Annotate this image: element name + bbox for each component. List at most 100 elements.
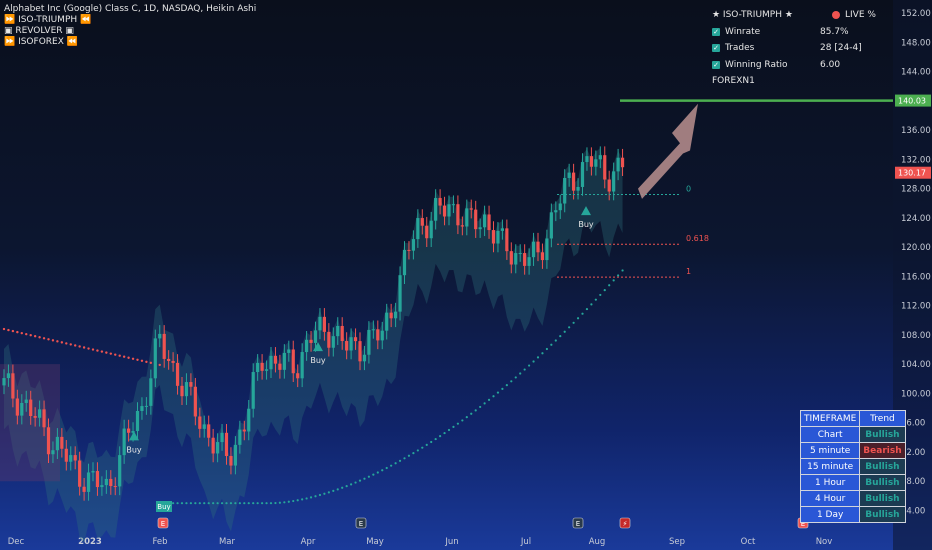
candle-body bbox=[607, 179, 611, 192]
buy-box bbox=[156, 501, 172, 512]
support-dot bbox=[327, 491, 330, 494]
candle-body bbox=[353, 337, 358, 342]
candle-body bbox=[451, 204, 456, 206]
event-marker-icon bbox=[572, 517, 584, 529]
candle-body bbox=[131, 431, 135, 433]
support-dot bbox=[492, 395, 495, 398]
candle-body bbox=[282, 352, 286, 370]
support-dot bbox=[621, 269, 624, 272]
candle-body bbox=[180, 385, 184, 397]
support-dot bbox=[617, 274, 620, 277]
support-dot bbox=[301, 498, 304, 501]
candle-body bbox=[291, 349, 295, 374]
candle-body bbox=[585, 156, 589, 163]
candle-body bbox=[336, 325, 340, 337]
x-tick-label: Feb bbox=[152, 537, 167, 547]
y-tick-label: 116.00 bbox=[901, 272, 931, 282]
candle-body bbox=[78, 460, 82, 487]
resistance-dot bbox=[25, 332, 28, 336]
indicator-revolver[interactable]: ▣ REVOLVER ▣ bbox=[4, 26, 74, 36]
indicator-isoforex[interactable]: ⏩ ISOFOREX ⏪ bbox=[4, 37, 78, 47]
resistance-dot bbox=[56, 340, 59, 343]
support-dot bbox=[176, 502, 179, 505]
buy-triangle-icon bbox=[313, 342, 323, 352]
live-dot-icon bbox=[832, 11, 840, 20]
support-dot bbox=[256, 502, 259, 505]
candle-body bbox=[2, 378, 6, 386]
support-dot bbox=[216, 502, 219, 505]
indicator-iso-triumph[interactable]: ⏩ ISO-TRIUMPH ⏪ bbox=[4, 15, 92, 25]
candle-body bbox=[554, 210, 558, 213]
candle-body bbox=[549, 212, 553, 239]
support-dot bbox=[568, 326, 571, 329]
candle-body bbox=[327, 331, 331, 348]
cloud-band bbox=[4, 147, 623, 544]
candle-body bbox=[118, 455, 122, 487]
candle-body bbox=[398, 275, 402, 312]
candle-body bbox=[256, 362, 260, 373]
resistance-dot bbox=[47, 338, 50, 341]
candle-body bbox=[211, 437, 215, 454]
candle-body bbox=[460, 225, 464, 227]
support-dot bbox=[358, 479, 362, 482]
buy-label: Buy bbox=[126, 445, 142, 454]
y-tick-label: 136.00 bbox=[901, 126, 931, 136]
support-dot bbox=[487, 398, 491, 401]
stats-title: ★ ISO-TRIUMPH ★ bbox=[712, 10, 793, 21]
resistance-dot bbox=[74, 344, 77, 347]
support-dot bbox=[585, 307, 589, 311]
stat-label: Winning Ratio bbox=[725, 59, 788, 70]
candle-body bbox=[385, 312, 389, 331]
candle-body bbox=[567, 172, 571, 178]
x-tick-label: Aug bbox=[589, 537, 606, 547]
candle-body bbox=[20, 402, 24, 416]
candle-body bbox=[505, 228, 509, 252]
support-dot bbox=[278, 501, 281, 504]
candle-body bbox=[216, 442, 220, 454]
support-dot bbox=[483, 402, 486, 405]
y-tick-label: 100.00 bbox=[901, 389, 931, 399]
resistance-dot bbox=[158, 363, 161, 367]
candle-body bbox=[380, 330, 384, 341]
support-dot bbox=[194, 502, 197, 505]
candle-body bbox=[358, 341, 362, 362]
candle-body bbox=[580, 162, 585, 187]
candle-body bbox=[113, 486, 117, 488]
current-price-box bbox=[895, 166, 931, 179]
candle-body bbox=[287, 349, 291, 353]
support-dot bbox=[554, 339, 557, 342]
support-dot bbox=[421, 446, 424, 449]
support-dot bbox=[376, 471, 379, 474]
resistance-dot bbox=[38, 336, 41, 339]
stats-footer: FOREXN1 bbox=[712, 76, 755, 87]
candle-body bbox=[11, 373, 15, 399]
candle-body bbox=[616, 157, 620, 172]
candle-body bbox=[207, 424, 211, 438]
x-tick-label: Sep bbox=[669, 537, 685, 547]
target-price-box bbox=[895, 94, 931, 107]
candle-body bbox=[345, 341, 349, 351]
support-dot bbox=[381, 469, 384, 472]
candle-body bbox=[64, 448, 68, 462]
candle-body bbox=[465, 208, 469, 227]
resistance-dot bbox=[69, 343, 72, 346]
symbol-title: Alphabet Inc (Google) Class C, 1D, NASDA… bbox=[4, 4, 257, 14]
resistance-dot bbox=[145, 360, 148, 364]
candle-body bbox=[135, 411, 140, 432]
buy-triangle-icon bbox=[129, 431, 139, 441]
candle-body bbox=[331, 336, 335, 348]
candle-body bbox=[594, 159, 598, 167]
trend-cell: Bearish bbox=[859, 442, 906, 459]
y-tick-label: 108.00 bbox=[901, 331, 931, 341]
candle-body bbox=[349, 337, 353, 351]
candle-body bbox=[158, 333, 162, 339]
candle-body bbox=[620, 157, 625, 168]
candle-body bbox=[162, 333, 166, 359]
y-tick-label: 88.00 bbox=[901, 477, 925, 487]
event-marker-label: ⚡ bbox=[623, 520, 628, 528]
resistance-dot bbox=[60, 341, 64, 344]
x-tick-label: Jul bbox=[520, 537, 531, 547]
candle-body bbox=[175, 362, 180, 386]
support-dot bbox=[385, 466, 388, 470]
